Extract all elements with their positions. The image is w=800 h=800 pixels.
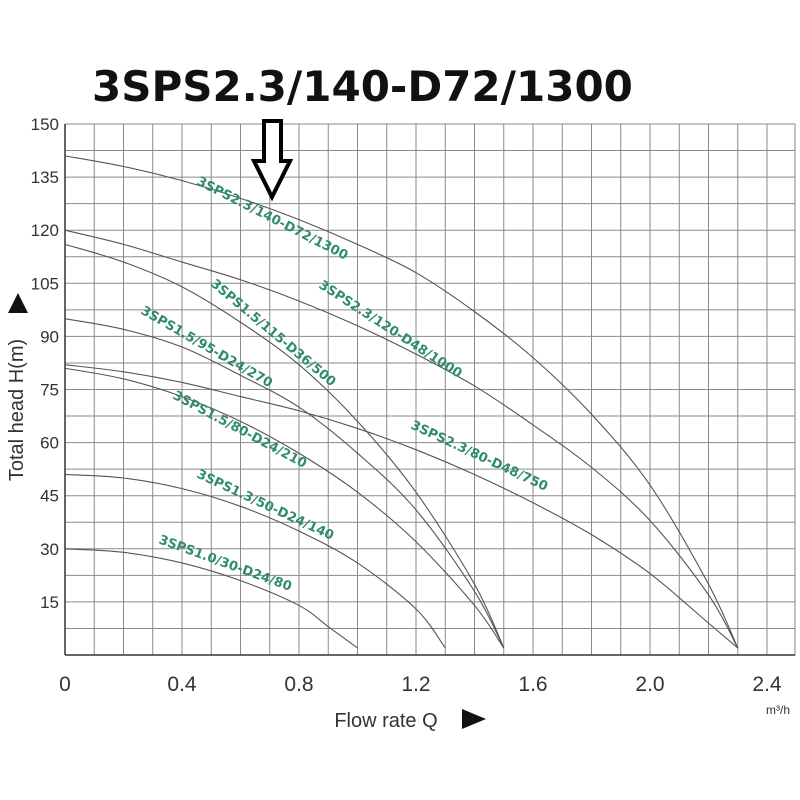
series-curve xyxy=(64,243,505,649)
x-tick-label: 0.8 xyxy=(284,673,313,696)
series-label: 3SPS2.3/80-D48/750 xyxy=(408,418,550,495)
y-tick-label: 15 xyxy=(40,593,59,612)
x-unit-label: m³/h xyxy=(766,703,790,717)
x-tick-label: 2.0 xyxy=(635,673,664,696)
x-tick-label: 0 xyxy=(59,673,71,696)
y-tick-label: 90 xyxy=(40,327,59,346)
y-tick-label: 75 xyxy=(40,381,59,400)
series-curve xyxy=(64,367,505,649)
series-label: 3SPS2.3/120-D48/1000 xyxy=(316,278,465,382)
series-curve xyxy=(64,548,358,649)
series-curve xyxy=(64,318,505,649)
series-curve xyxy=(64,155,739,649)
x-tick-label: 2.4 xyxy=(752,673,782,696)
series-label: 3SPS1.3/50-D24/140 xyxy=(194,467,336,544)
chart-headline: 3SPS2.3/140-D72/1300 xyxy=(92,62,633,111)
x-tick-label: 1.6 xyxy=(518,673,547,696)
y-axis-label: Total head H(m) xyxy=(6,339,28,481)
series-curve xyxy=(64,364,739,649)
x-tick-label: 1.2 xyxy=(401,673,430,696)
y-tick-label: 135 xyxy=(31,168,59,187)
series-label: 3SPS1.5/115-D36/500 xyxy=(207,277,338,390)
series-curve xyxy=(64,473,446,649)
y-tick-label: 120 xyxy=(31,221,59,240)
y-tick-label: 150 xyxy=(31,115,59,134)
x-axis-label: Flow rate Q xyxy=(334,710,437,732)
y-tick-label: 60 xyxy=(40,434,59,453)
x-axis-arrow-icon xyxy=(462,709,486,729)
x-tick-label: 0.4 xyxy=(167,673,197,696)
series-curve xyxy=(64,229,739,649)
y-tick-label: 45 xyxy=(40,487,59,506)
y-tick-label: 105 xyxy=(31,274,59,293)
down-arrow-icon xyxy=(250,119,294,202)
y-axis-arrow-icon xyxy=(8,293,28,313)
series-label: 3SPS1.0/30-D24/80 xyxy=(157,533,294,595)
y-tick-label: 30 xyxy=(40,540,59,559)
